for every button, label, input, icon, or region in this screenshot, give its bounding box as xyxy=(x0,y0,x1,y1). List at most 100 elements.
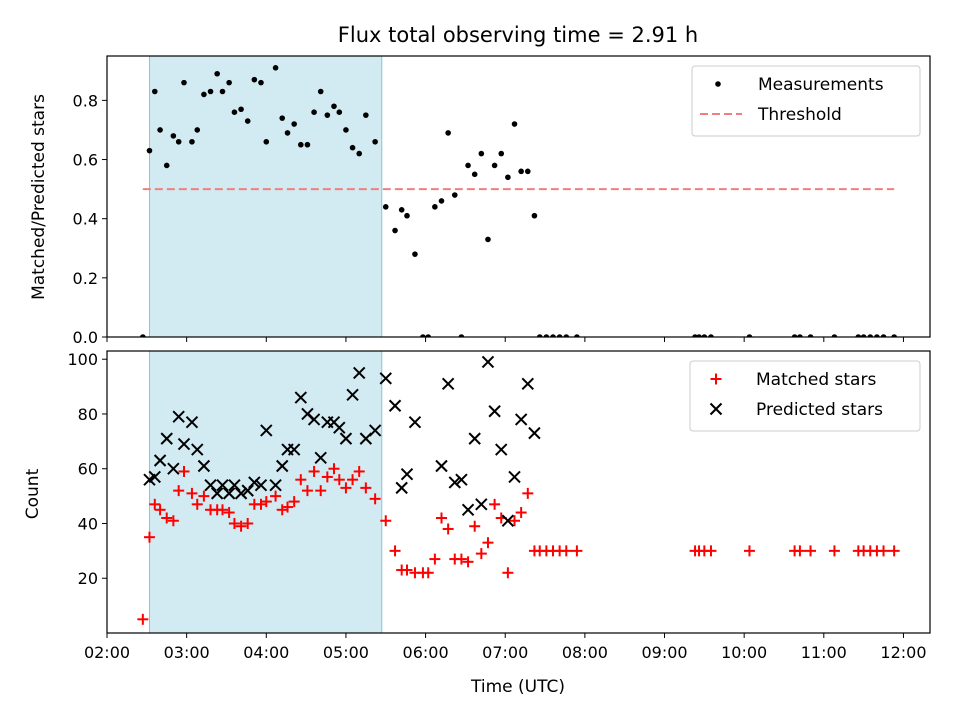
measurements-point xyxy=(251,76,258,83)
predicted-stars-point xyxy=(408,415,422,429)
y-tick-label: 20 xyxy=(78,569,98,588)
measurements-point xyxy=(258,79,264,86)
measurements-point xyxy=(181,79,187,86)
measurements-point xyxy=(231,109,238,115)
measurements-point xyxy=(445,130,451,136)
measurements-point xyxy=(291,121,297,127)
predicted-stars-point xyxy=(234,487,248,500)
measurements-point xyxy=(536,334,543,337)
x-tick-label: 11:00 xyxy=(801,643,847,662)
matched-stars-point xyxy=(178,465,190,477)
x-tick-label: 09:00 xyxy=(641,643,687,662)
measurements-point xyxy=(563,334,570,337)
matched-stars-point xyxy=(360,482,372,494)
predicted-stars-point xyxy=(276,459,289,473)
y-tick-label: 100 xyxy=(67,350,98,369)
measurements-point xyxy=(304,141,311,148)
predicted-stars-point xyxy=(475,498,488,511)
measurements-point xyxy=(491,162,498,169)
matched-stars-point xyxy=(509,515,521,527)
predicted-stars-legend-marker xyxy=(709,402,723,416)
predicted-stars-point xyxy=(395,481,408,495)
measurements-point xyxy=(324,112,331,118)
measurements-point xyxy=(880,334,887,337)
predicted-stars-point xyxy=(260,424,273,437)
predicted-stars-point xyxy=(495,443,508,456)
measurements-point xyxy=(363,112,369,118)
matched-stars-point xyxy=(389,545,401,557)
measurements-point xyxy=(151,88,158,95)
matched-stars-point xyxy=(270,490,282,502)
measurements-point xyxy=(219,88,226,95)
matched-stars-point xyxy=(482,537,494,549)
axes-frame xyxy=(106,55,931,338)
plot-marks xyxy=(137,355,900,625)
measurements-point xyxy=(392,227,398,234)
y-tick-label: 0.0 xyxy=(73,328,98,347)
matched-stars-point xyxy=(301,485,313,497)
matched-stars-point xyxy=(462,556,474,568)
predicted-stars-point xyxy=(528,426,541,440)
predicted-stars-point xyxy=(307,413,321,426)
matched-stars-point xyxy=(198,490,210,502)
predicted-stars-point xyxy=(287,443,301,456)
measurements-point xyxy=(201,91,207,98)
measurements-point xyxy=(194,127,201,133)
predicted-stars-point xyxy=(216,478,229,492)
measurements-point xyxy=(170,133,177,139)
predicted-stars-point xyxy=(488,405,501,418)
measurements-point xyxy=(438,198,445,204)
measurements-point xyxy=(404,212,410,219)
predicted-stars-point xyxy=(455,473,468,486)
matched-stars-point xyxy=(288,496,300,508)
matched-stars-point xyxy=(805,545,817,557)
x-tick-label: 05:00 xyxy=(323,643,369,662)
matched-stars-point xyxy=(167,515,179,527)
x-axis-label: Time (UTC) xyxy=(470,677,565,697)
y-tick-label: 60 xyxy=(78,460,98,479)
predicted-stars-point xyxy=(269,478,282,492)
measurements-legend-marker xyxy=(715,81,721,87)
chart-title: Flux total observing time = 2.91 h xyxy=(338,23,698,47)
y-tick-label: 0.6 xyxy=(73,151,98,170)
matched-stars-point xyxy=(442,523,454,535)
predicted-stars-point xyxy=(521,377,534,391)
measurements-point xyxy=(311,109,317,115)
measurements-point xyxy=(465,162,471,169)
matched-stars-point xyxy=(455,553,467,565)
predicted-stars-point xyxy=(185,415,199,429)
predicted-stars-point xyxy=(172,410,185,423)
matched-stars-point xyxy=(705,545,717,557)
matched-stars-point xyxy=(242,517,254,529)
x-tick-label: 06:00 xyxy=(403,643,449,662)
measurements-point xyxy=(140,334,146,337)
matched-stars-point xyxy=(295,474,307,486)
measurements-point xyxy=(860,334,867,337)
matched-stars-point xyxy=(328,463,340,475)
measurements-point xyxy=(874,334,880,337)
matched-stars-legend-label: Matched stars xyxy=(756,370,876,390)
predicted-stars-point xyxy=(191,443,204,456)
y-tick-label: 0.4 xyxy=(73,210,98,229)
matched-stars-point xyxy=(347,474,359,486)
predicted-stars-point xyxy=(333,421,346,434)
predicted-stars-point xyxy=(339,432,353,445)
measurements-point xyxy=(891,334,897,337)
matched-stars-legend-marker xyxy=(710,373,722,385)
matched-stars-point xyxy=(137,613,149,625)
legend-box xyxy=(689,360,921,432)
measurements-point xyxy=(505,174,511,181)
measurements-point xyxy=(807,334,814,337)
measurements-point xyxy=(214,70,220,77)
measurements-point xyxy=(331,103,337,110)
matched-stars-point xyxy=(321,471,333,483)
matched-stars-point xyxy=(475,548,487,560)
bottom-panel: 20 40 60 80 100 02:00 03:00 04:00 05:00 06:00 07:0… xyxy=(67,350,931,662)
measurements-point xyxy=(867,334,874,337)
measurements-point xyxy=(272,65,279,71)
predicted-stars-point xyxy=(448,476,461,489)
predicted-stars-point xyxy=(508,470,521,484)
matched-stars-point xyxy=(173,485,185,497)
measurements-point xyxy=(372,138,378,145)
measurements-point xyxy=(336,109,343,115)
